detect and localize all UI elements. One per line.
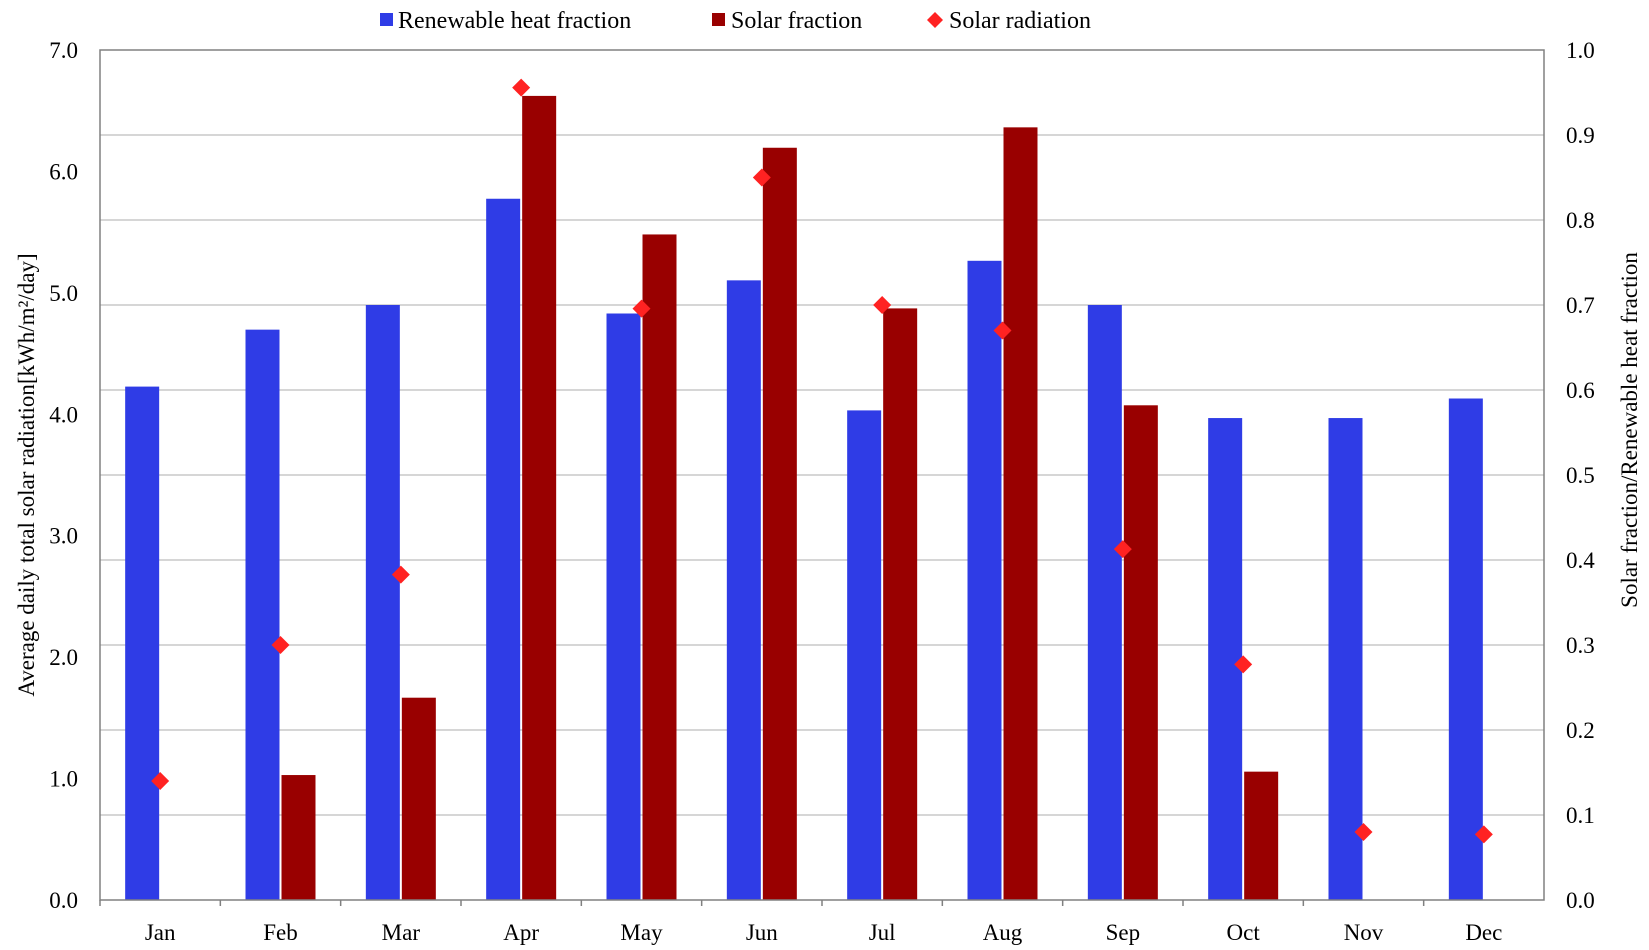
y-right-tick-label: 0.7 [1566,293,1595,318]
x-tick-label: Jun [746,920,778,945]
marker-solar-radiation [391,565,410,584]
bar-solar-fraction [281,775,316,900]
bar-renewable-heat-fraction [365,305,400,900]
marker-solar-radiation [632,299,651,318]
y-left-tick-label: 7.0 [49,38,78,63]
y-left-tick-label: 3.0 [49,524,78,549]
marker-solar-radiation [1113,540,1132,559]
marker-solar-radiation [752,168,771,187]
marker-solar-radiation [993,321,1012,340]
marker-solar-radiation [1354,823,1373,841]
x-tick-label: Apr [503,920,539,945]
legend-label-solar-radiation: Solar radiation [949,8,1091,34]
y-right-tick-label: 0.5 [1566,463,1595,488]
y-axis-right-title: Solar fraction/Renewable heat fraction [1617,252,1642,608]
y-right-tick-label: 0.2 [1566,718,1595,743]
gridlines [100,134,1544,816]
y-axis-right-ticks: 0.0 0.1 0.2 0.3 0.4 0.5 0.6 0.7 0.8 0.9 1.0 [1566,38,1595,913]
bar-solar-fraction [1003,127,1038,901]
bar-renewable-heat-fraction [1087,305,1122,900]
y-left-tick-label: 0.0 [49,888,78,913]
bar-solar-fraction [642,234,677,900]
y-axis-left-ticks: 0.0 1.0 2.0 3.0 4.0 5.0 6.0 7.0 [49,38,78,913]
x-tick-label: Nov [1344,920,1384,945]
y-right-tick-label: 0.8 [1566,208,1595,233]
bar-renewable-heat-fraction [1328,418,1363,900]
x-tick-label: Jan [145,920,176,945]
legend-swatch-solar-fraction [712,13,725,26]
y-left-tick-label: 5.0 [49,281,78,306]
x-tick-label: Aug [983,920,1023,945]
bar-renewable-heat-fraction [1448,398,1483,900]
marker-solar-radiation [1474,825,1493,844]
bar-renewable-heat-fraction [967,260,1002,900]
marker-solar-radiation [873,296,892,314]
x-tick-label: Dec [1465,920,1502,945]
bar-solar-fraction [1244,771,1279,900]
y-left-tick-label: 2.0 [49,645,78,670]
bar-renewable-heat-fraction [847,410,882,900]
bar-solar-fraction [762,147,797,900]
legend-swatch-renewable [380,13,393,26]
legend-swatch-solar-radiation [927,12,943,28]
legend-label-solar-fraction: Solar fraction [731,8,862,34]
y-right-tick-label: 1.0 [1566,38,1595,63]
y-left-tick-label: 6.0 [49,159,78,184]
y-right-tick-label: 0.0 [1566,888,1595,913]
marker-group [151,78,1493,844]
y-left-tick-label: 1.0 [49,767,78,792]
bar-renewable-heat-fraction [486,198,521,900]
x-tick-label: Oct [1227,920,1261,945]
y-left-tick-label: 4.0 [49,402,78,427]
marker-solar-radiation [1234,655,1253,674]
x-tick-label: Feb [263,920,298,945]
bar-renewable-heat-fraction [1208,418,1243,900]
marker-solar-radiation [151,772,170,790]
bar-renewable-heat-fraction [245,329,280,900]
marker-solar-radiation [512,78,531,97]
y-right-tick-label: 0.6 [1566,378,1595,403]
x-tick-label: May [620,920,663,945]
legend-label-renewable: Renewable heat fraction [398,8,631,34]
y-right-tick-label: 0.4 [1566,548,1595,573]
bar-renewable-heat-fraction [125,386,160,901]
bar-solar-fraction [522,95,557,900]
marker-solar-radiation [271,636,290,654]
bar-solar-fraction [883,308,918,900]
bar-renewable-heat-fraction [606,313,641,900]
x-tick-label: Jul [869,920,896,945]
x-tick-label: Mar [382,920,421,945]
y-right-tick-label: 0.9 [1566,123,1595,148]
y-right-tick-label: 0.1 [1566,803,1595,828]
bar-solar-fraction [1123,405,1158,900]
y-axis-left-title: Average daily total solar radiation[kWh/… [14,253,39,696]
bar-group [125,95,1483,901]
y-right-tick-label: 0.3 [1566,633,1595,658]
bar-renewable-heat-fraction [726,280,761,901]
x-axis-ticks: Jan Feb Mar Apr May Jun Jul Aug Sep Oct Nov Dec [99,900,1502,945]
x-tick-label: Sep [1106,920,1141,945]
bar-solar-fraction [401,697,436,900]
legend: Renewable heat fraction Solar fraction S… [380,8,1091,34]
